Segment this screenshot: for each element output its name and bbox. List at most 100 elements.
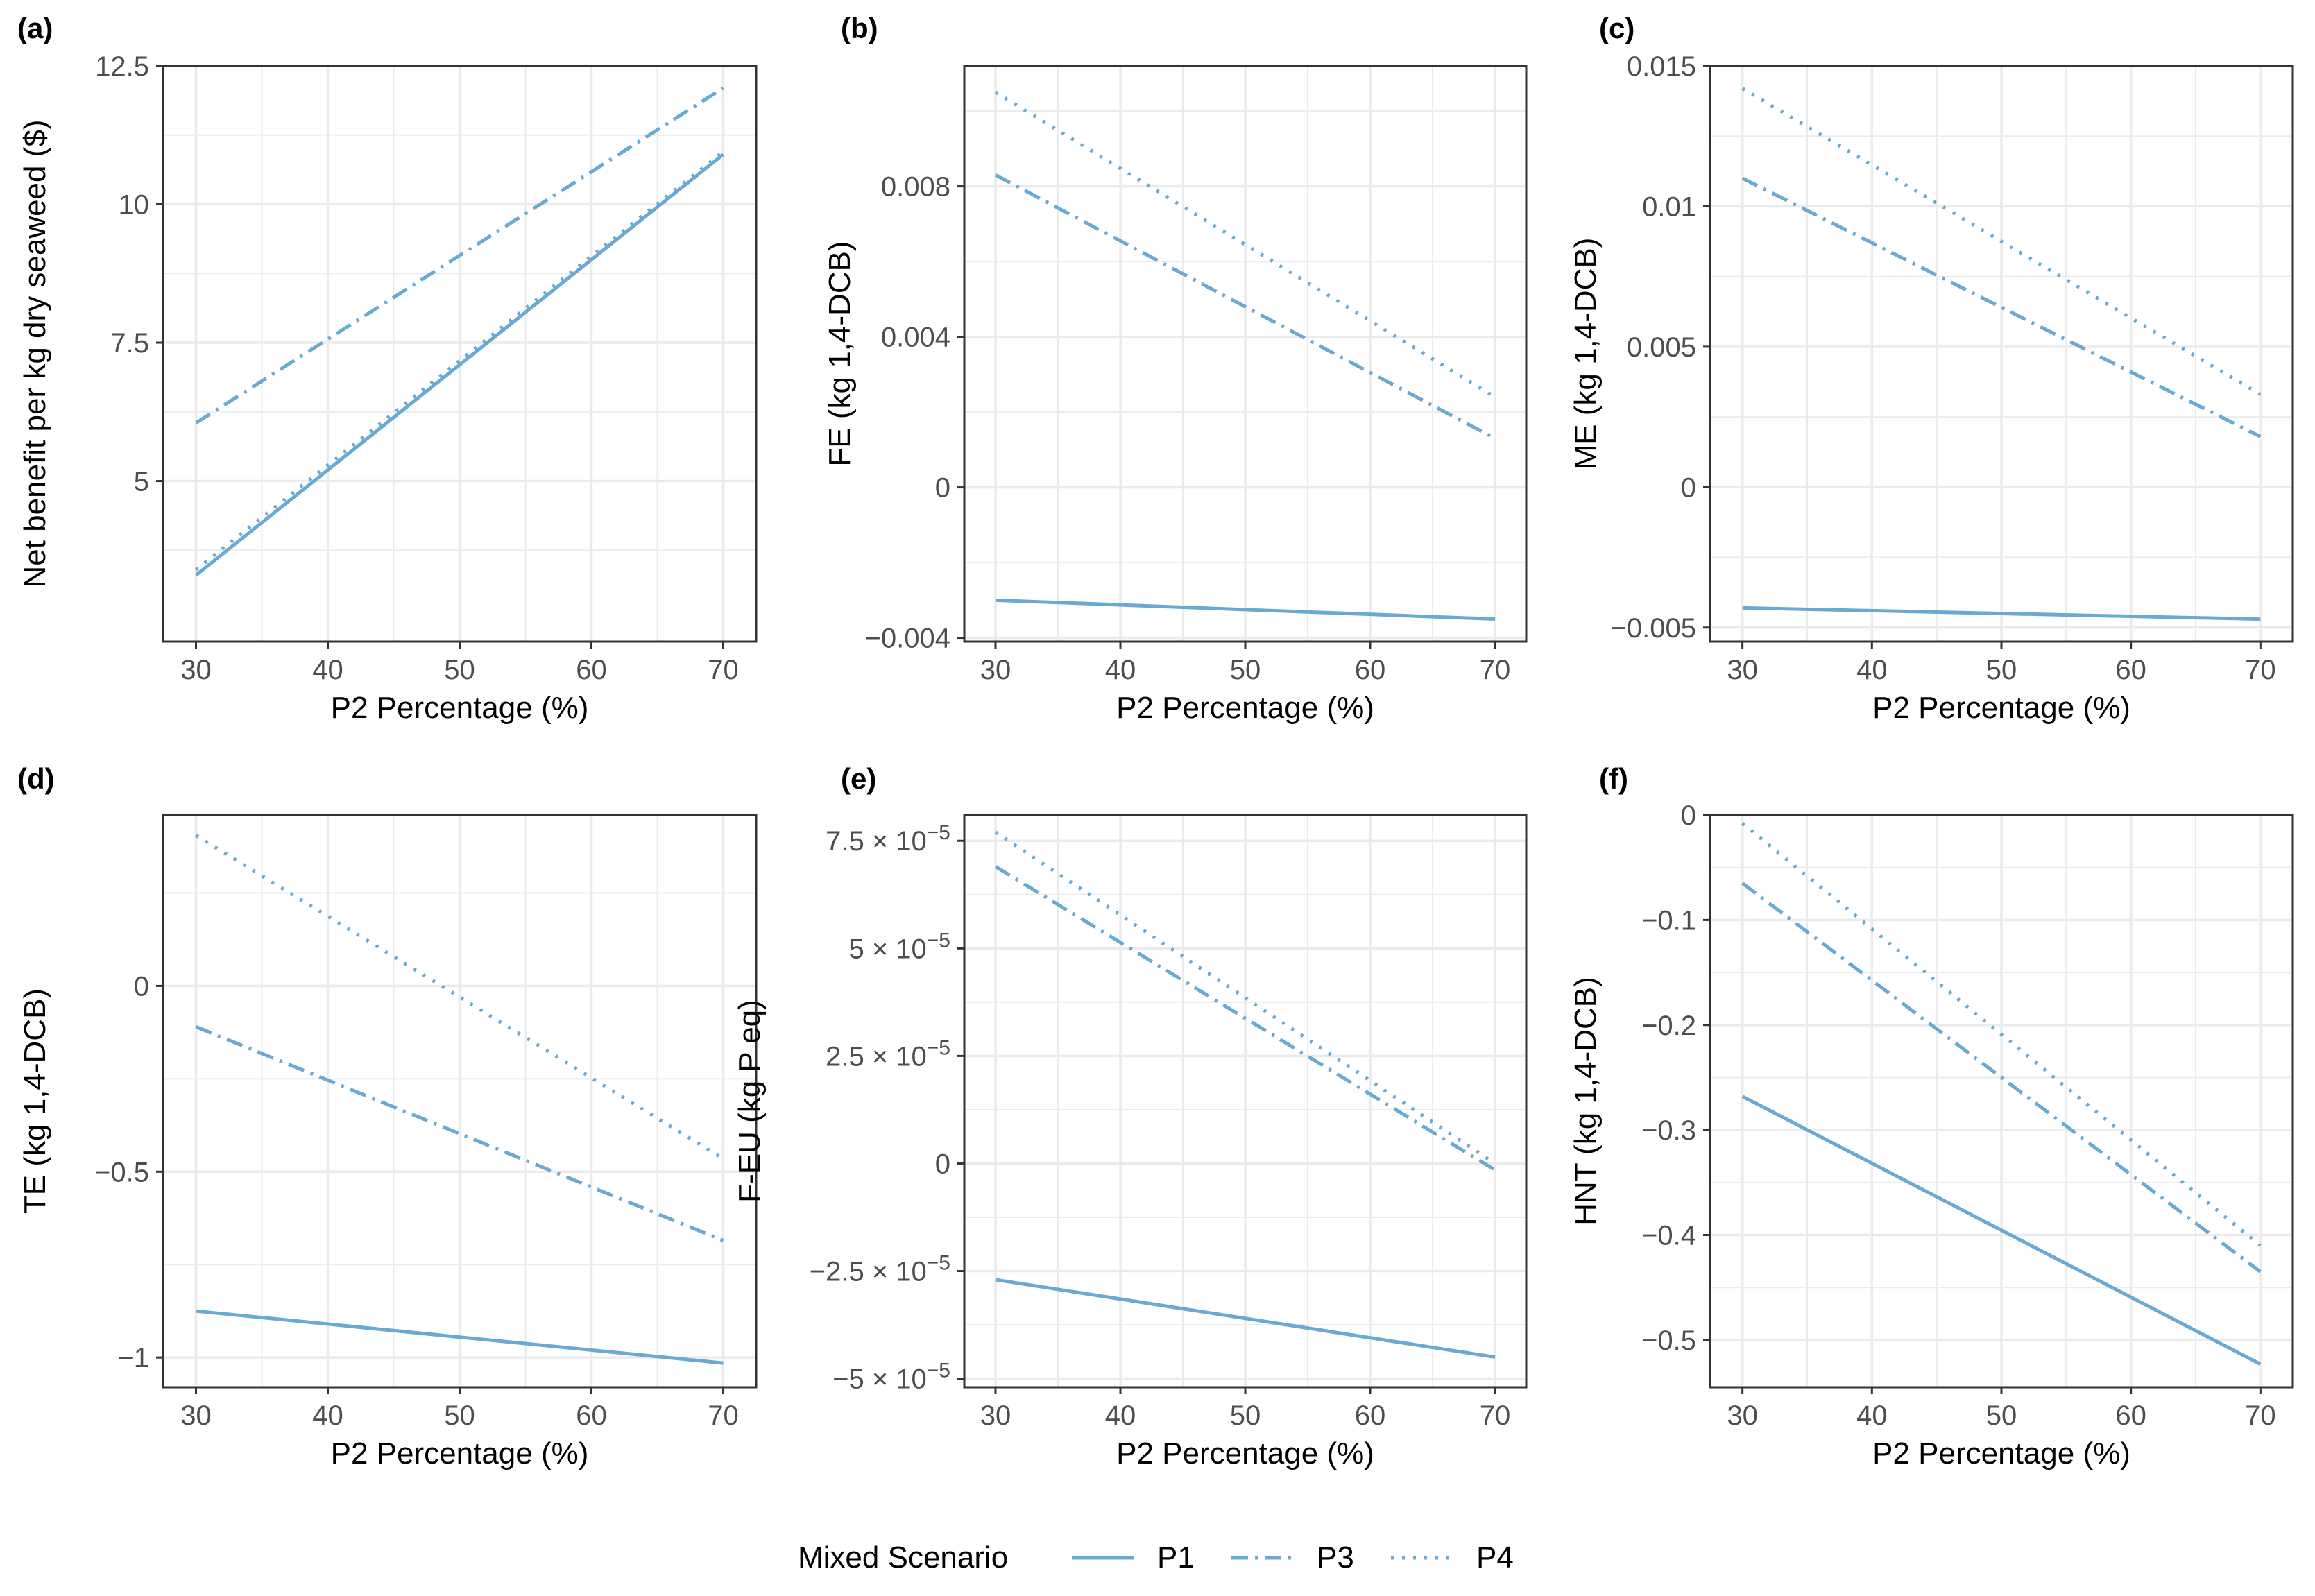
y-tick-label: 12.5 [95,51,149,82]
y-tick-label: 7.5 [110,328,149,359]
y-tick-label: 0.008 [881,172,950,203]
x-tick-label: 60 [576,655,607,685]
panel-tag: (f) [1599,762,1628,795]
series-line-p3 [1741,882,2262,1273]
panel-tag: (a) [17,12,53,44]
y-tick-label: −1 [117,1343,149,1373]
y-tick-label: 0.01 [1642,191,1696,222]
series-line-p3 [195,86,724,424]
y-tick-label: −0.1 [1641,905,1696,936]
panel-d: 30 40 50 60 70 −1 −0.5 0 P2 Percentage (%) TE (kg… [17,762,758,1470]
x-tick-label: 40 [312,655,343,685]
x-axis-title: P2 Percentage (%) [331,1436,589,1470]
x-tick-label: 50 [1986,1400,2017,1431]
y-tick-label: 7.5 × 10−5 [826,821,950,857]
y-tick-label: 10 [119,190,150,221]
x-tick-label: 50 [444,655,475,685]
legend-label-p4: P4 [1476,1541,1514,1574]
x-tick-label: 70 [1480,1400,1511,1431]
panel-f: 30 40 50 60 70 −0.5 −0.4 −0.3 −0.2 −0.1 0 P2 Percen… [1569,762,2294,1470]
y-tick-label: 0 [1681,800,1696,831]
x-tick-label: 30 [980,655,1011,685]
x-tick-label: 70 [708,1400,739,1431]
x-tick-label: 60 [1355,1400,1386,1431]
legend: Mixed Scenario P1 P3 P4 [798,1541,1514,1574]
x-axis-title: P2 Percentage (%) [1116,1436,1374,1470]
x-tick-label: 40 [1105,1400,1136,1431]
x-tick-label: 50 [1230,655,1261,685]
x-tick-label: 60 [576,1400,607,1431]
x-axis-title: P2 Percentage (%) [1116,691,1374,725]
series-line-p3 [1741,176,2262,438]
y-tick-label: −0.004 [865,624,950,654]
y-tick-label: −0.3 [1641,1115,1696,1146]
x-tick-label: 40 [1856,1400,1888,1431]
y-axis-title: TE (kg 1,4-DCB) [18,988,52,1214]
series-line-p3 [195,1025,724,1242]
series-line-p1 [995,1278,1496,1359]
series-line-p4 [194,150,725,572]
legend-title: Mixed Scenario [798,1541,1008,1574]
y-tick-label: −0.005 [1611,613,1696,644]
series-line-p1 [1741,1095,2262,1366]
x-tick-label: 70 [708,655,739,685]
y-tick-label: 2.5 × 10−5 [826,1036,950,1072]
legend-label-p3: P3 [1317,1541,1354,1574]
y-axis-title: ME (kg 1,4-DCB) [1569,238,1603,470]
series-line-p4 [994,830,1496,1165]
series-line-p1 [1742,606,2261,621]
x-tick-label: 70 [2245,655,2276,685]
panel-c: 30 40 50 60 70 −0.005 0 0.005 0.01 0.015 P2 Percen… [1569,12,2294,725]
x-axis-title: P2 Percentage (%) [1872,1436,2130,1470]
panel-a: 30 40 50 60 70 5 7.5 10 12.5 P2 Percentage (%) Net… [17,12,758,725]
y-tick-label: −0.4 [1641,1221,1696,1251]
x-tick-label: 40 [1856,655,1888,685]
y-tick-label: −0.5 [94,1157,149,1187]
y-axis-title: F-EU (kg P eq) [733,999,767,1203]
y-tick-label: −0.2 [1641,1011,1696,1041]
panel-tag: (e) [841,762,876,795]
series-line-p1 [194,153,725,577]
x-tick-label: 60 [1355,655,1386,685]
panel-b: 30 40 50 60 70 −0.004 0 0.004 0.008 P2 Percentage… [823,12,1528,725]
y-tick-label: 0.005 [1627,332,1696,363]
y-tick-label: 5 [134,467,149,497]
y-tick-label: 0.004 [881,323,950,353]
panel-e: 30 40 50 60 70 −5 × 10−5 −2.5 × 10−5 0 2.5 × 10−… [733,762,1528,1470]
panel-tag: (d) [17,762,55,795]
y-axis-title: Net benefit per kg dry seaweed ($) [18,119,52,587]
series-line-p3 [994,865,1496,1172]
y-tick-label: 5 × 10−5 [848,929,950,964]
y-tick-label: −5 × 10−5 [832,1359,950,1395]
legend-label-p1: P1 [1157,1541,1195,1574]
series-line-p1 [196,1309,724,1365]
x-tick-label: 30 [1727,1400,1758,1431]
x-tick-label: 30 [180,655,212,685]
panel-tag: (c) [1599,12,1634,44]
series-line-p4 [1741,822,2262,1247]
y-axis-title: HNT (kg 1,4-DCB) [1569,977,1603,1226]
x-tick-label: 30 [1727,655,1758,685]
y-tick-label: 0.015 [1627,51,1696,82]
y-tick-label: 0 [1681,472,1696,503]
y-tick-label: 0 [935,473,950,504]
series-line-p4 [1741,87,2262,396]
x-tick-label: 60 [2115,655,2146,685]
y-tick-label: −2.5 × 10−5 [810,1252,950,1287]
x-tick-label: 40 [312,1400,343,1431]
x-tick-label: 70 [1480,655,1511,685]
x-tick-label: 50 [1986,655,2017,685]
x-tick-label: 50 [444,1400,475,1431]
x-tick-label: 30 [180,1400,212,1431]
x-tick-label: 40 [1105,655,1136,685]
x-axis-title: P2 Percentage (%) [1872,691,2130,725]
panel-tag: (b) [841,12,878,44]
series-line-p1 [995,598,1496,621]
x-axis-title: P2 Percentage (%) [331,691,589,725]
y-tick-label: 0 [935,1149,950,1179]
y-axis-title: FE (kg 1,4-DCB) [823,241,857,466]
x-tick-label: 70 [2245,1400,2276,1431]
x-tick-label: 50 [1230,1400,1261,1431]
x-tick-label: 30 [980,1400,1011,1431]
panels-group: 30 40 50 60 70 5 7.5 10 12.5 P2 Percentage (%) Net… [17,12,2294,1470]
